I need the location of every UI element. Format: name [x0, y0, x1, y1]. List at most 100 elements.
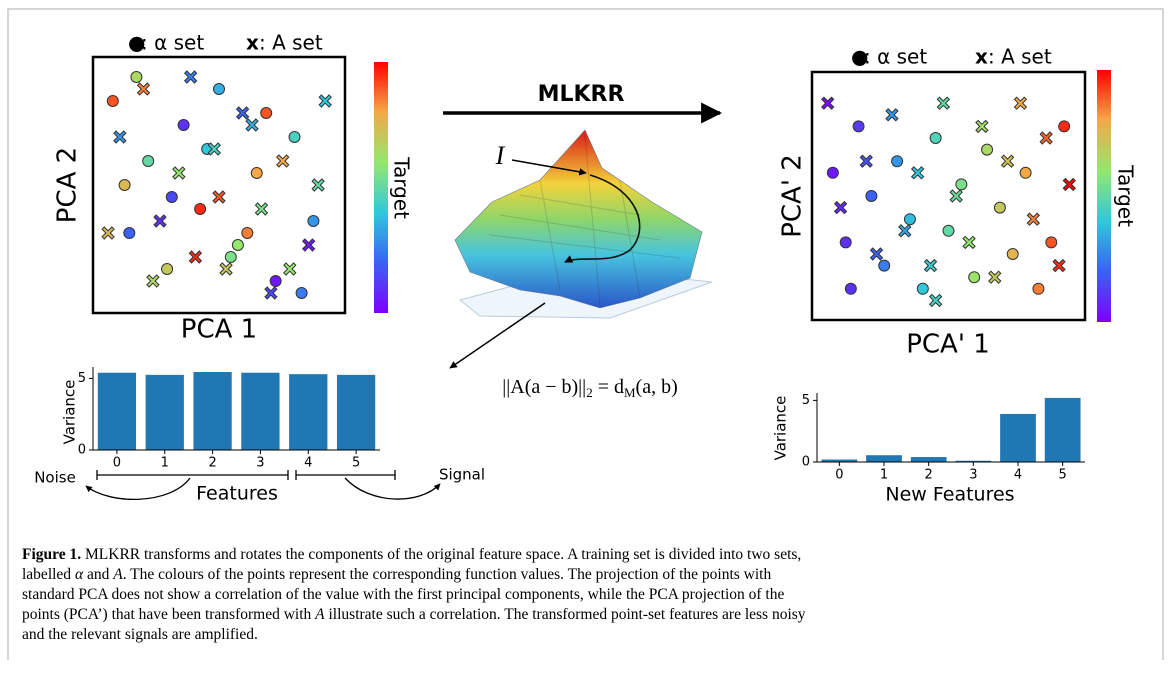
caption-text: Figure 1. — [22, 546, 81, 563]
surface-illustration — [443, 113, 720, 368]
alpha-point — [289, 132, 300, 143]
alpha-point — [251, 168, 262, 179]
alpha-point — [214, 84, 225, 95]
caption-text: . The colours of the points represent th… — [123, 566, 772, 583]
y-tick-label: 5 — [802, 393, 810, 408]
x-axis-label: PCA 1 — [181, 315, 257, 345]
legend-label: : α set — [141, 31, 204, 55]
caption-text: and the relevant signals are amplified. — [22, 626, 258, 643]
colorbar-label: Target — [1114, 164, 1138, 227]
alpha-point — [1046, 237, 1057, 248]
x-tick-label: 1 — [880, 468, 888, 483]
A-point — [860, 155, 872, 167]
colorbar — [1097, 70, 1111, 322]
A-point — [937, 97, 949, 109]
y-tick-label: 0 — [802, 455, 810, 470]
bar — [241, 373, 279, 450]
caption-text: standard PCA does not show a correlation… — [22, 586, 784, 603]
caption-text: A — [112, 566, 123, 583]
x-tick-label: 2 — [925, 468, 933, 483]
A-point — [930, 294, 942, 306]
caption-line: labelled α and A. The colours of the poi… — [22, 566, 771, 583]
alpha-point — [956, 179, 967, 190]
plot-frame — [812, 72, 1085, 320]
alpha-point — [308, 216, 319, 227]
colorbar — [374, 62, 388, 313]
A-point — [154, 215, 166, 227]
A-point — [102, 227, 114, 239]
alpha-point — [131, 72, 142, 83]
A-point — [1014, 97, 1026, 109]
x-axis-label: Features — [196, 483, 278, 505]
alpha-point — [866, 191, 877, 202]
x-tick-label: 0 — [835, 468, 843, 483]
alpha-point — [124, 228, 135, 239]
caption-line: points (PCA’) that have been transformed… — [22, 606, 806, 623]
bar — [289, 374, 327, 450]
caption-line: and the relevant signals are amplified. — [22, 626, 258, 643]
legend-symbol: x — [246, 31, 259, 55]
y-axis-label: Variance — [772, 396, 790, 461]
point-label: I — [495, 141, 506, 170]
A-point — [886, 109, 898, 121]
caption-line: Figure 1. MLKRR transforms and rotates t… — [22, 546, 801, 563]
bar — [146, 375, 184, 450]
bar — [1045, 398, 1081, 462]
x-tick-label: 2 — [208, 456, 216, 471]
x-tick-label: 5 — [352, 456, 360, 471]
x-tick-label: 0 — [113, 456, 121, 471]
caption-text: and — [83, 566, 113, 583]
A-point — [912, 167, 924, 179]
legend-symbol: x — [975, 45, 988, 69]
alpha-point — [270, 276, 281, 287]
alpha-point — [840, 237, 851, 248]
alpha-point — [166, 192, 177, 203]
alpha-point — [107, 96, 118, 107]
y-tick-label: 5 — [78, 371, 86, 386]
x-tick-label: 4 — [1014, 468, 1022, 483]
A-point — [1063, 178, 1075, 190]
plot-frame — [93, 57, 345, 313]
figure: MLKRR I ||A(a − b)||2 = dM(a, b) ●: α se… — [0, 0, 1171, 673]
caption-text: A — [314, 606, 325, 623]
alpha-point — [827, 167, 838, 178]
formula-part: M — [624, 385, 636, 400]
formula-part: (a, b) — [636, 376, 678, 398]
A-point — [950, 190, 962, 202]
A-point — [265, 287, 277, 299]
x-tick-label: 4 — [304, 456, 312, 471]
A-point — [1002, 155, 1014, 167]
A-point — [822, 97, 834, 109]
formula: ||A(a − b)||2 = dM(a, b) — [502, 376, 677, 400]
alpha-point — [162, 264, 173, 275]
alpha-point — [178, 120, 189, 131]
A-point — [220, 263, 232, 275]
A-point — [173, 167, 185, 179]
bar — [337, 375, 375, 450]
A-point — [284, 263, 296, 275]
annotation: Noise — [34, 469, 76, 487]
legend-label: : A set — [988, 45, 1052, 69]
x-tick-label: 3 — [969, 468, 977, 483]
A-point — [899, 225, 911, 237]
alpha-point — [242, 228, 253, 239]
alpha-point — [853, 121, 864, 132]
y-tick-label: 0 — [78, 443, 86, 458]
legend-label: : A set — [259, 31, 323, 55]
A-point — [237, 107, 249, 119]
bar — [911, 457, 947, 462]
A-point — [925, 260, 937, 272]
alpha-point — [917, 283, 928, 294]
A-point — [185, 71, 197, 83]
A-point — [114, 131, 126, 143]
caption-text: points (PCA’) that have been transformed… — [22, 606, 315, 623]
alpha-point — [994, 202, 1005, 213]
annotation: Signal — [439, 466, 485, 484]
alpha-point — [1033, 283, 1044, 294]
alpha-point — [261, 108, 272, 119]
alpha-point — [1059, 121, 1070, 132]
mlkrr-title: MLKRR — [538, 82, 625, 107]
formula-part: ||A(a − b)|| — [502, 376, 586, 398]
alpha-point — [225, 252, 236, 263]
alpha-point — [892, 156, 903, 167]
